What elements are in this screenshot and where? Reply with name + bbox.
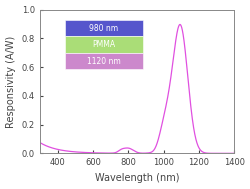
X-axis label: Wavelength (nm): Wavelength (nm) <box>94 173 178 183</box>
Bar <box>65 53 142 69</box>
Bar <box>65 36 142 53</box>
Text: 980 nm: 980 nm <box>89 24 118 33</box>
Y-axis label: Responsivity (A/W): Responsivity (A/W) <box>6 35 16 128</box>
Bar <box>65 20 142 36</box>
Text: PMMA: PMMA <box>92 40 115 49</box>
Text: 1120 nm: 1120 nm <box>87 57 120 66</box>
